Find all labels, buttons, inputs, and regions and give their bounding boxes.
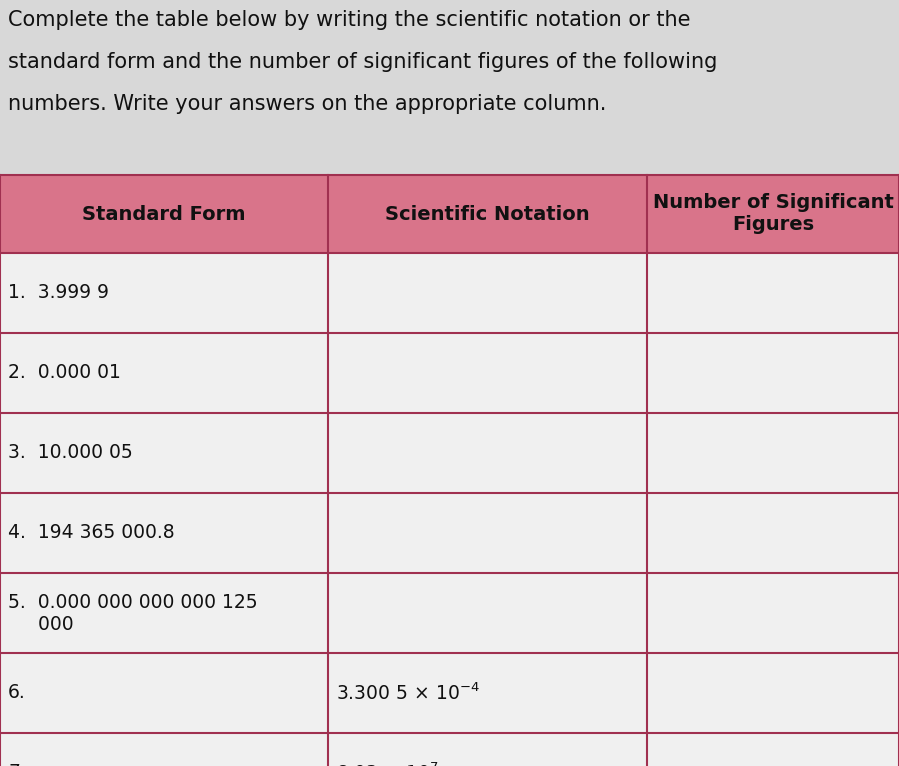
Text: 8.03 × 10$^{7}$: 8.03 × 10$^{7}$ (336, 762, 439, 766)
Text: 2.  0.000 01: 2. 0.000 01 (8, 364, 120, 382)
Text: 5.  0.000 000 000 000 125
     000: 5. 0.000 000 000 000 125 000 (8, 592, 258, 633)
Bar (0, 333, 899, 413)
Text: 7.: 7. (8, 764, 26, 766)
Text: Complete the table below by writing the scientific notation or the: Complete the table below by writing the … (8, 10, 690, 30)
Text: Standard Form: Standard Form (83, 205, 245, 224)
Bar (0, 733, 899, 766)
Bar (0, 653, 899, 733)
Text: numbers. Write your answers on the appropriate column.: numbers. Write your answers on the appro… (8, 94, 606, 114)
Text: 3.300 5 × 10$^{-4}$: 3.300 5 × 10$^{-4}$ (336, 683, 480, 704)
Text: 4.  194 365 000.8: 4. 194 365 000.8 (8, 523, 174, 542)
Text: 6.: 6. (8, 683, 26, 702)
Text: 3.  10.000 05: 3. 10.000 05 (8, 444, 133, 463)
Bar (0, 175, 899, 253)
Bar (0, 413, 899, 493)
Bar (0, 253, 899, 333)
Bar (0, 493, 899, 573)
Bar (0, 573, 899, 653)
Text: 1.  3.999 9: 1. 3.999 9 (8, 283, 109, 303)
Text: Scientific Notation: Scientific Notation (386, 205, 590, 224)
Text: Number of Significant
Figures: Number of Significant Figures (653, 194, 894, 234)
Text: standard form and the number of significant figures of the following: standard form and the number of signific… (8, 52, 717, 72)
